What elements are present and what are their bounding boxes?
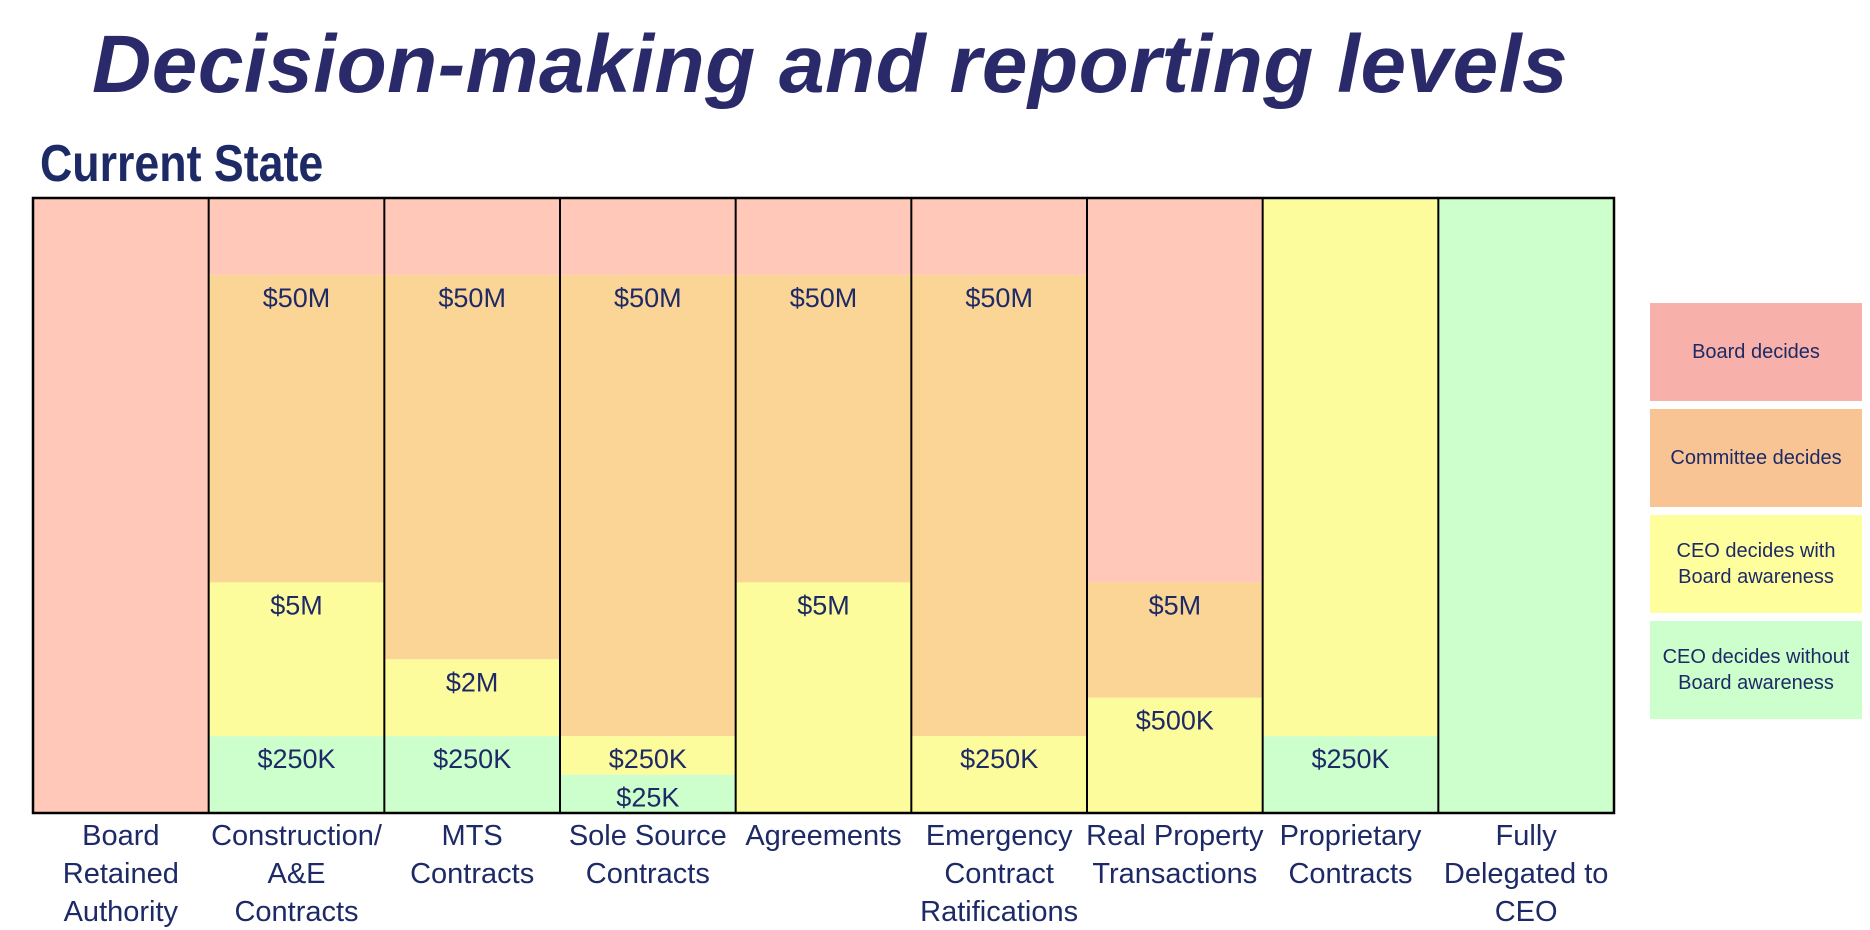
threshold-label: $5M	[270, 590, 323, 620]
category-label: Transactions	[1092, 858, 1257, 890]
band-board	[560, 198, 736, 275]
band-committee	[384, 274, 560, 660]
band-ceo_no	[560, 774, 736, 813]
category-label: Contracts	[234, 896, 358, 928]
category-label: CEO	[1495, 896, 1558, 928]
category-label: Delegated to	[1444, 858, 1608, 890]
band-ceo_aware	[384, 659, 560, 737]
category-label: Agreements	[745, 820, 901, 852]
band-ceo_aware	[208, 582, 385, 737]
category-label: Contracts	[410, 858, 534, 890]
band-ceo_no	[1262, 736, 1439, 813]
threshold-label: $50M	[438, 283, 506, 313]
band-board	[1087, 198, 1263, 583]
category-label: Construction/	[211, 820, 383, 852]
band-committee	[208, 274, 385, 583]
band-board	[208, 198, 385, 275]
legend-item-ceo-aware: CEO decides with Board awareness	[1650, 515, 1862, 613]
threshold-label: $250K	[609, 744, 687, 774]
category-label: Authority	[64, 896, 179, 928]
band-ceo_no	[1438, 198, 1614, 813]
category-label: Contracts	[1288, 858, 1412, 890]
category-label: MTS	[442, 820, 503, 852]
threshold-label: $250K	[433, 744, 511, 774]
threshold-label: $50M	[965, 283, 1033, 313]
threshold-label: $5M	[1149, 590, 1202, 620]
threshold-chart: Board Retained Authority $250K $5M $50M Constr…	[31, 196, 1616, 928]
legend-item-board: Board decides	[1650, 303, 1862, 401]
category-label: Fully	[1496, 820, 1558, 852]
band-committee	[911, 274, 1087, 737]
band-board	[735, 198, 912, 275]
category-label: Proprietary	[1280, 820, 1422, 852]
chart-frame	[31, 196, 1616, 815]
category-label: Contract	[944, 858, 1054, 890]
page-title: Decision-making and reporting levels	[92, 19, 1569, 110]
category-label: Sole Source	[569, 820, 727, 852]
legend: Board decides Committee decides CEO deci…	[1650, 303, 1862, 727]
section-subtitle: Current State	[40, 135, 324, 193]
band-ceo_aware	[1262, 198, 1439, 737]
category-label: Ratifications	[920, 896, 1078, 928]
legend-item-committee: Committee decides	[1650, 409, 1862, 507]
band-ceo_aware	[735, 582, 912, 813]
band-board	[33, 198, 209, 813]
category-label: Contracts	[586, 858, 710, 890]
category-label: Emergency	[926, 820, 1073, 852]
band-ceo_aware	[560, 736, 736, 775]
threshold-label: $25K	[616, 783, 679, 813]
threshold-label: $250K	[1311, 744, 1389, 774]
threshold-label: $2M	[446, 667, 499, 697]
band-committee	[735, 274, 912, 583]
category-label: A&E	[267, 858, 325, 890]
band-board	[911, 198, 1087, 275]
threshold-label: $250K	[960, 744, 1038, 774]
legend-item-ceo-no: CEO decides without Board awareness	[1650, 621, 1862, 719]
threshold-label: $5M	[797, 590, 850, 620]
threshold-label: $50M	[790, 283, 858, 313]
band-board	[384, 198, 560, 275]
band-ceo_aware	[911, 736, 1087, 813]
threshold-label: $50M	[263, 283, 331, 313]
band-committee	[560, 274, 736, 737]
band-ceo_no	[208, 736, 385, 813]
band-committee	[1087, 582, 1263, 698]
band-ceo_no	[384, 736, 560, 813]
category-label: Real Property	[1086, 820, 1264, 852]
category-label: Retained	[63, 858, 179, 890]
threshold-label: $250K	[257, 744, 335, 774]
band-ceo_aware	[1087, 697, 1263, 813]
threshold-label: $50M	[614, 283, 682, 313]
threshold-label: $500K	[1136, 706, 1214, 736]
category-label: Board	[82, 820, 159, 852]
